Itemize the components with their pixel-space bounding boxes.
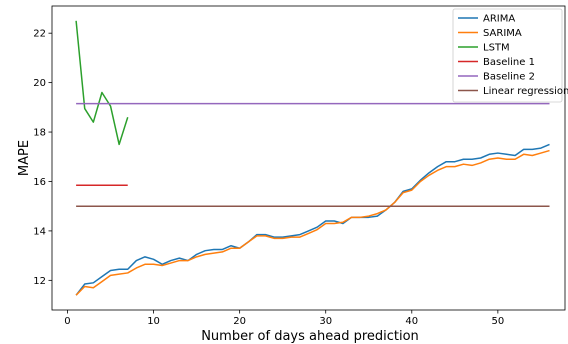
y-tick-label: 16	[33, 177, 46, 188]
legend-label: LSTM	[483, 43, 510, 54]
x-tick-label: 30	[319, 316, 332, 327]
legend-label: Baseline 1	[483, 57, 535, 68]
y-tick-label: 20	[33, 78, 46, 89]
legend-label: Baseline 2	[483, 72, 535, 83]
series-lines	[75, 20, 550, 296]
x-tick-label: 10	[147, 316, 160, 327]
x-tick-label: 40	[405, 316, 418, 327]
legend-label: SARIMA	[483, 28, 522, 39]
x-tick-label: 0	[64, 316, 70, 327]
legend: ARIMA SARIMA LSTM Baseline 1 Baseline 2 Linea…	[452, 8, 568, 103]
y-axis-label: MAPE	[17, 140, 32, 176]
y-tick-label: 12	[33, 276, 46, 287]
y-tick-label: 22	[33, 29, 46, 40]
series-line-lstm	[75, 20, 129, 146]
ticks: 0 10 20 30 40 50 12 14 16 18 20 22	[33, 29, 504, 327]
series-line-sarima	[75, 149, 550, 296]
x-axis-label: Number of days ahead prediction	[201, 329, 419, 344]
series-line-arima	[75, 143, 550, 296]
legend-label: ARIMA	[483, 14, 515, 25]
x-tick-label: 50	[491, 316, 504, 327]
legend-box	[452, 8, 563, 103]
x-tick-label: 20	[233, 316, 246, 327]
y-tick-label: 14	[33, 226, 46, 237]
legend-label: Linear regression	[483, 86, 568, 97]
y-tick-label: 18	[33, 128, 46, 139]
